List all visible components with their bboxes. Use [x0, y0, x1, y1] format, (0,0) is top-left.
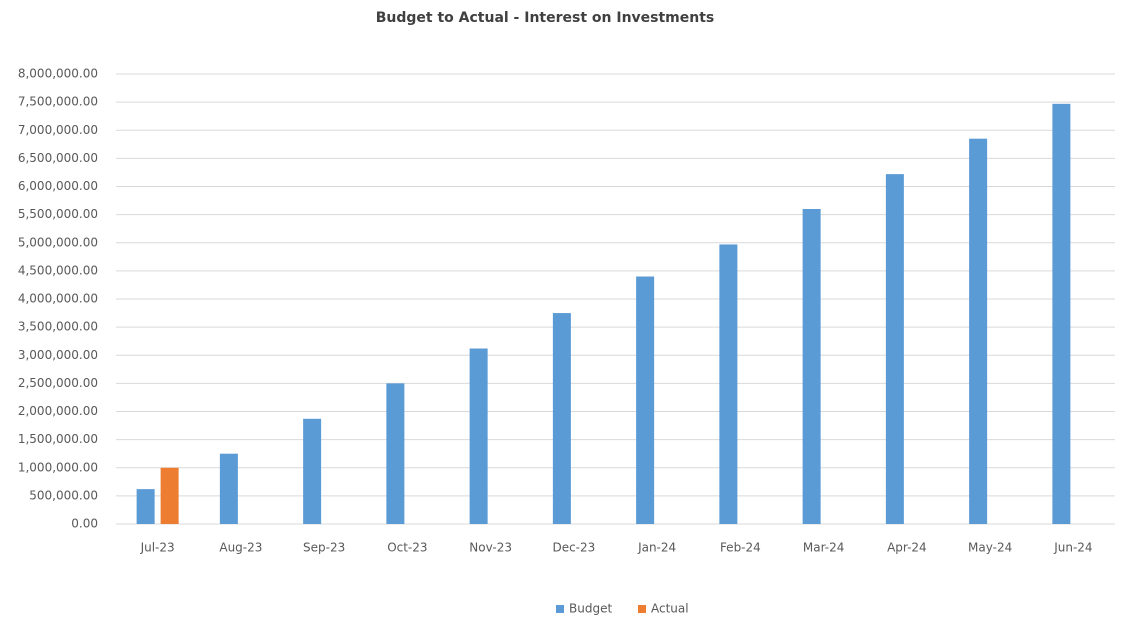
legend-label: Budget: [569, 602, 612, 616]
y-tick-label: 6,000,000.00: [18, 179, 98, 193]
bar: [636, 276, 655, 524]
bar: [969, 138, 988, 524]
x-tick-label: Jul-23: [140, 541, 175, 555]
bar: [552, 313, 571, 524]
y-tick-label: 2,000,000.00: [18, 404, 98, 418]
y-tick-label: 4,500,000.00: [18, 263, 98, 277]
x-tick-label: Sep-23: [303, 541, 345, 555]
bar: [160, 467, 179, 524]
legend-swatch: [556, 605, 564, 613]
y-tick-label: 7,000,000.00: [18, 123, 98, 137]
x-tick-label: May-24: [968, 541, 1012, 555]
bar: [469, 348, 488, 524]
y-tick-label: 8,000,000.00: [18, 67, 98, 81]
y-tick-label: 4,000,000.00: [18, 292, 98, 306]
y-tick-label: 3,500,000.00: [18, 320, 98, 334]
bar: [719, 244, 738, 524]
bar: [1052, 103, 1071, 524]
y-tick-label: 7,500,000.00: [18, 95, 98, 109]
y-tick-label: 500,000.00: [29, 488, 98, 502]
x-tick-label: Feb-24: [720, 541, 761, 555]
y-tick-label: 0.00: [71, 517, 98, 531]
x-tick-label: Dec-23: [552, 541, 595, 555]
chart-title: Budget to Actual - Interest on Investmen…: [376, 10, 715, 26]
x-tick-label: Aug-23: [219, 541, 262, 555]
bar: [386, 383, 405, 524]
bar: [802, 209, 821, 524]
x-tick-label: Jun-24: [1053, 541, 1092, 555]
x-tick-label: Jan-24: [637, 541, 676, 555]
x-tick-label: Oct-23: [387, 541, 427, 555]
x-tick-label: Nov-23: [469, 541, 512, 555]
y-tick-label: 6,500,000.00: [18, 151, 98, 165]
bar: [885, 174, 904, 524]
y-tick-label: 5,000,000.00: [18, 235, 98, 249]
legend-label: Actual: [651, 602, 689, 616]
bar: [303, 418, 322, 524]
legend-swatch: [638, 605, 646, 613]
x-tick-label: Mar-24: [803, 541, 844, 555]
bar: [219, 453, 238, 524]
y-tick-label: 5,500,000.00: [18, 207, 98, 221]
y-tick-label: 3,000,000.00: [18, 348, 98, 362]
y-tick-label: 2,500,000.00: [18, 376, 98, 390]
y-tick-label: 1,500,000.00: [18, 432, 98, 446]
bar: [136, 489, 155, 524]
y-tick-label: 1,000,000.00: [18, 460, 98, 474]
x-tick-label: Apr-24: [887, 541, 927, 555]
